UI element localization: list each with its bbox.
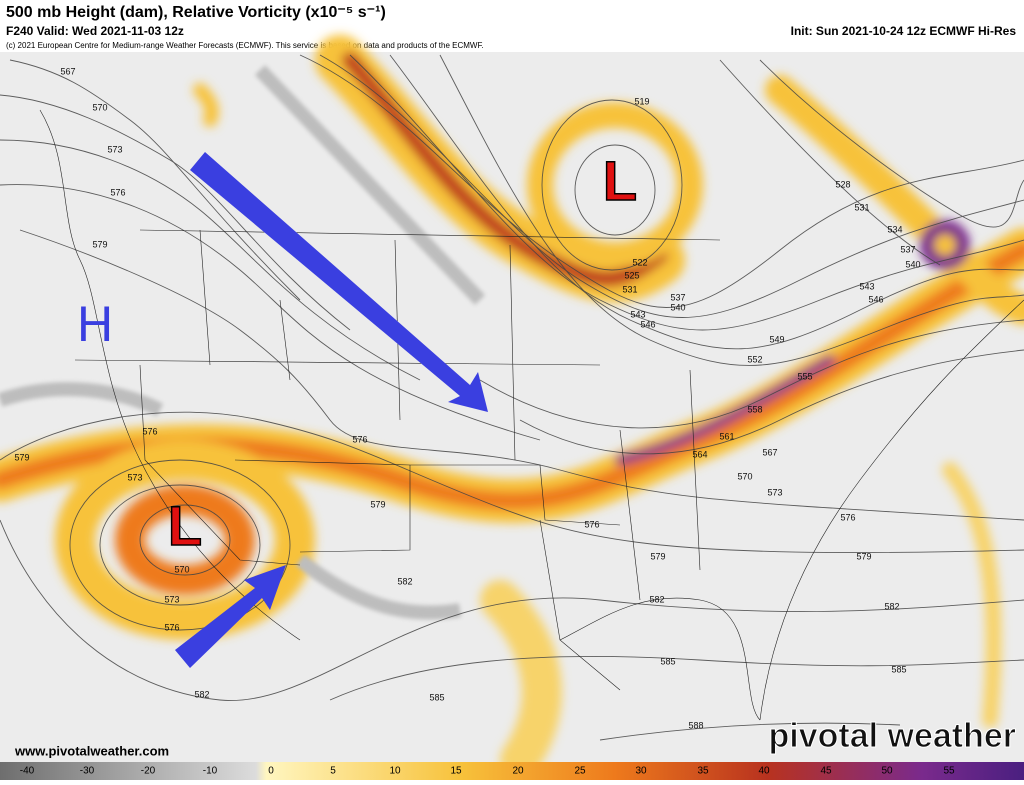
contour-label: 576 xyxy=(584,519,599,529)
website: www.pivotalweather.com xyxy=(14,743,169,758)
colorbar-tick-label: 25 xyxy=(574,766,586,777)
contour-label: 570 xyxy=(174,564,189,574)
contour-label: 576 xyxy=(840,512,855,522)
contour-label: 585 xyxy=(891,664,906,674)
contour-label: 528 xyxy=(835,179,850,189)
contour-label: 570 xyxy=(92,102,107,112)
contour-label: 546 xyxy=(640,319,655,329)
contour-label: 555 xyxy=(797,371,812,381)
contour-label: 576 xyxy=(352,434,367,444)
contour-label: 522 xyxy=(632,257,647,267)
colorbar-tick-label: 55 xyxy=(943,766,955,777)
contour-label: 570 xyxy=(737,471,752,481)
contour-label: 540 xyxy=(670,302,685,312)
valid-time: F240 Valid: Wed 2021-11-03 12z xyxy=(6,24,184,38)
contour-label: 519 xyxy=(634,96,649,106)
contour-label: 573 xyxy=(164,594,179,604)
contour-label: 525 xyxy=(624,270,639,280)
copyright: (c) 2021 European Centre for Medium-rang… xyxy=(6,41,484,50)
contour-label: 564 xyxy=(692,449,707,459)
contour-label: 576 xyxy=(164,622,179,632)
colorbar-tick-label: 50 xyxy=(881,766,893,777)
contour-label: 573 xyxy=(127,472,142,482)
contour-label: 579 xyxy=(370,499,385,509)
contour-label: 558 xyxy=(747,404,762,414)
contour-label: 579 xyxy=(14,452,29,462)
contour-label: 561 xyxy=(719,431,734,441)
contour-label: 576 xyxy=(142,426,157,436)
colorbar-tick-label: 0 xyxy=(268,766,274,777)
map xyxy=(0,35,1024,780)
colorbar-tick-label: 15 xyxy=(450,766,462,777)
contour-label: 576 xyxy=(110,187,125,197)
contour-label: 582 xyxy=(884,601,899,611)
contour-label: 585 xyxy=(660,656,675,666)
contour-label: 582 xyxy=(397,576,412,586)
colorbar-tick-label: -30 xyxy=(80,766,95,777)
contour-label: 579 xyxy=(856,551,871,561)
contour-label: 579 xyxy=(650,551,665,561)
init-time: Init: Sun 2021-10-24 12z ECMWF Hi-Res xyxy=(791,24,1017,38)
contour-label: 582 xyxy=(194,689,209,699)
colorbar-tick-label: 45 xyxy=(820,766,832,777)
colorbar-tick-label: 40 xyxy=(758,766,770,777)
colorbar-tick-label: -10 xyxy=(203,766,218,777)
contour-label: 537 xyxy=(670,292,685,302)
title: 500 mb Height (dam), Relative Vorticity … xyxy=(6,4,386,21)
contour-label: 546 xyxy=(868,294,883,304)
contour-label: 567 xyxy=(762,447,777,457)
contour-label: 543 xyxy=(859,281,874,291)
contour-label: 534 xyxy=(887,224,902,234)
colorbar-tick-label: 30 xyxy=(635,766,647,777)
colorbar-tick-label: -40 xyxy=(20,766,35,777)
low-label: L xyxy=(168,494,202,557)
contour-label: 531 xyxy=(854,202,869,212)
contour-label: 537 xyxy=(900,244,915,254)
colorbar-tick-label: 35 xyxy=(697,766,709,777)
contour-label: 540 xyxy=(905,259,920,269)
colorbar-tick-label: 5 xyxy=(330,766,336,777)
contour-label: 567 xyxy=(60,66,75,76)
contour-label: 573 xyxy=(107,144,122,154)
contour-label: 549 xyxy=(769,334,784,344)
contour-label: 582 xyxy=(649,594,664,604)
colorbar-tick-label: 10 xyxy=(389,766,401,777)
high-label: H xyxy=(77,296,113,352)
low-label: L xyxy=(603,149,637,212)
contour-label: 543 xyxy=(630,309,645,319)
contour-label: 552 xyxy=(747,354,762,364)
contour-label: 531 xyxy=(622,284,637,294)
contour-label: 573 xyxy=(767,487,782,497)
colorbar-tick-label: -20 xyxy=(141,766,156,777)
colorbar-tick-label: 20 xyxy=(512,766,524,777)
contour-label: 585 xyxy=(429,692,444,702)
contour-label: 579 xyxy=(92,239,107,249)
contour-label: 588 xyxy=(688,720,703,730)
flow-arrows xyxy=(175,152,488,668)
logo: pivotal weather xyxy=(768,717,1016,755)
colorbar xyxy=(0,762,1024,780)
